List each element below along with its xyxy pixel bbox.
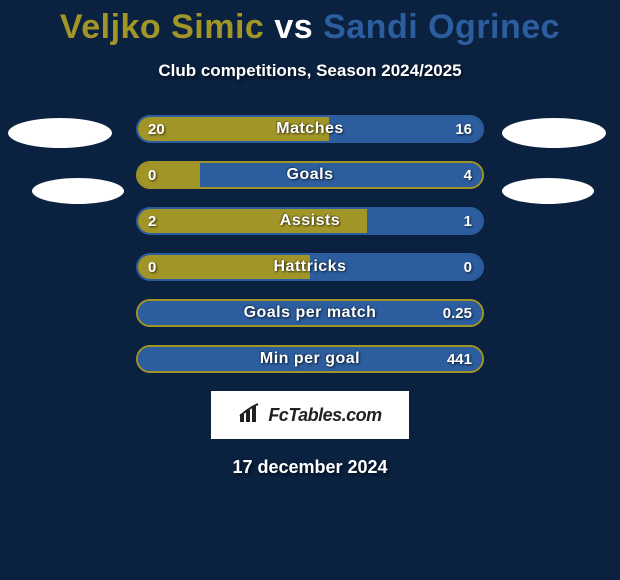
snapshot-date: 17 december 2024 xyxy=(0,457,620,478)
player1-avatar-placeholder xyxy=(8,118,112,148)
player1-club-placeholder xyxy=(32,178,124,204)
metric-bars: 2016Matches 04Goals 21Assists 00Hattricks 0.… xyxy=(136,115,484,373)
metric-label: Assists xyxy=(138,209,482,233)
metric-label: Min per goal xyxy=(138,347,482,371)
metric-row: 21Assists xyxy=(136,207,484,235)
metric-label: Matches xyxy=(138,117,482,141)
brand-chart-icon xyxy=(238,402,264,429)
subtitle: Club competitions, Season 2024/2025 xyxy=(0,61,620,81)
player1-avatar-col xyxy=(8,115,118,204)
metric-row: 04Goals xyxy=(136,161,484,189)
metric-row: 00Hattricks xyxy=(136,253,484,281)
metric-label: Goals xyxy=(138,163,482,187)
brand-badge: FcTables.com xyxy=(211,391,409,439)
metric-row: 2016Matches xyxy=(136,115,484,143)
metric-label: Goals per match xyxy=(138,301,482,325)
brand-text: FcTables.com xyxy=(268,405,381,426)
comparison-chart: 2016Matches 04Goals 21Assists 00Hattricks 0.… xyxy=(0,115,620,373)
comparison-title: Veljko Simic vs Sandi Ogrinec xyxy=(0,0,620,47)
player1-name: Veljko Simic xyxy=(60,8,264,46)
player2-avatar-col xyxy=(502,115,612,204)
player2-club-placeholder xyxy=(502,178,594,204)
player2-name: Sandi Ogrinec xyxy=(323,8,560,46)
metric-row: 0.25Goals per match xyxy=(136,299,484,327)
metric-label: Hattricks xyxy=(138,255,482,279)
player2-avatar-placeholder xyxy=(502,118,606,148)
vs-label: vs xyxy=(274,8,313,46)
metric-row: 441Min per goal xyxy=(136,345,484,373)
